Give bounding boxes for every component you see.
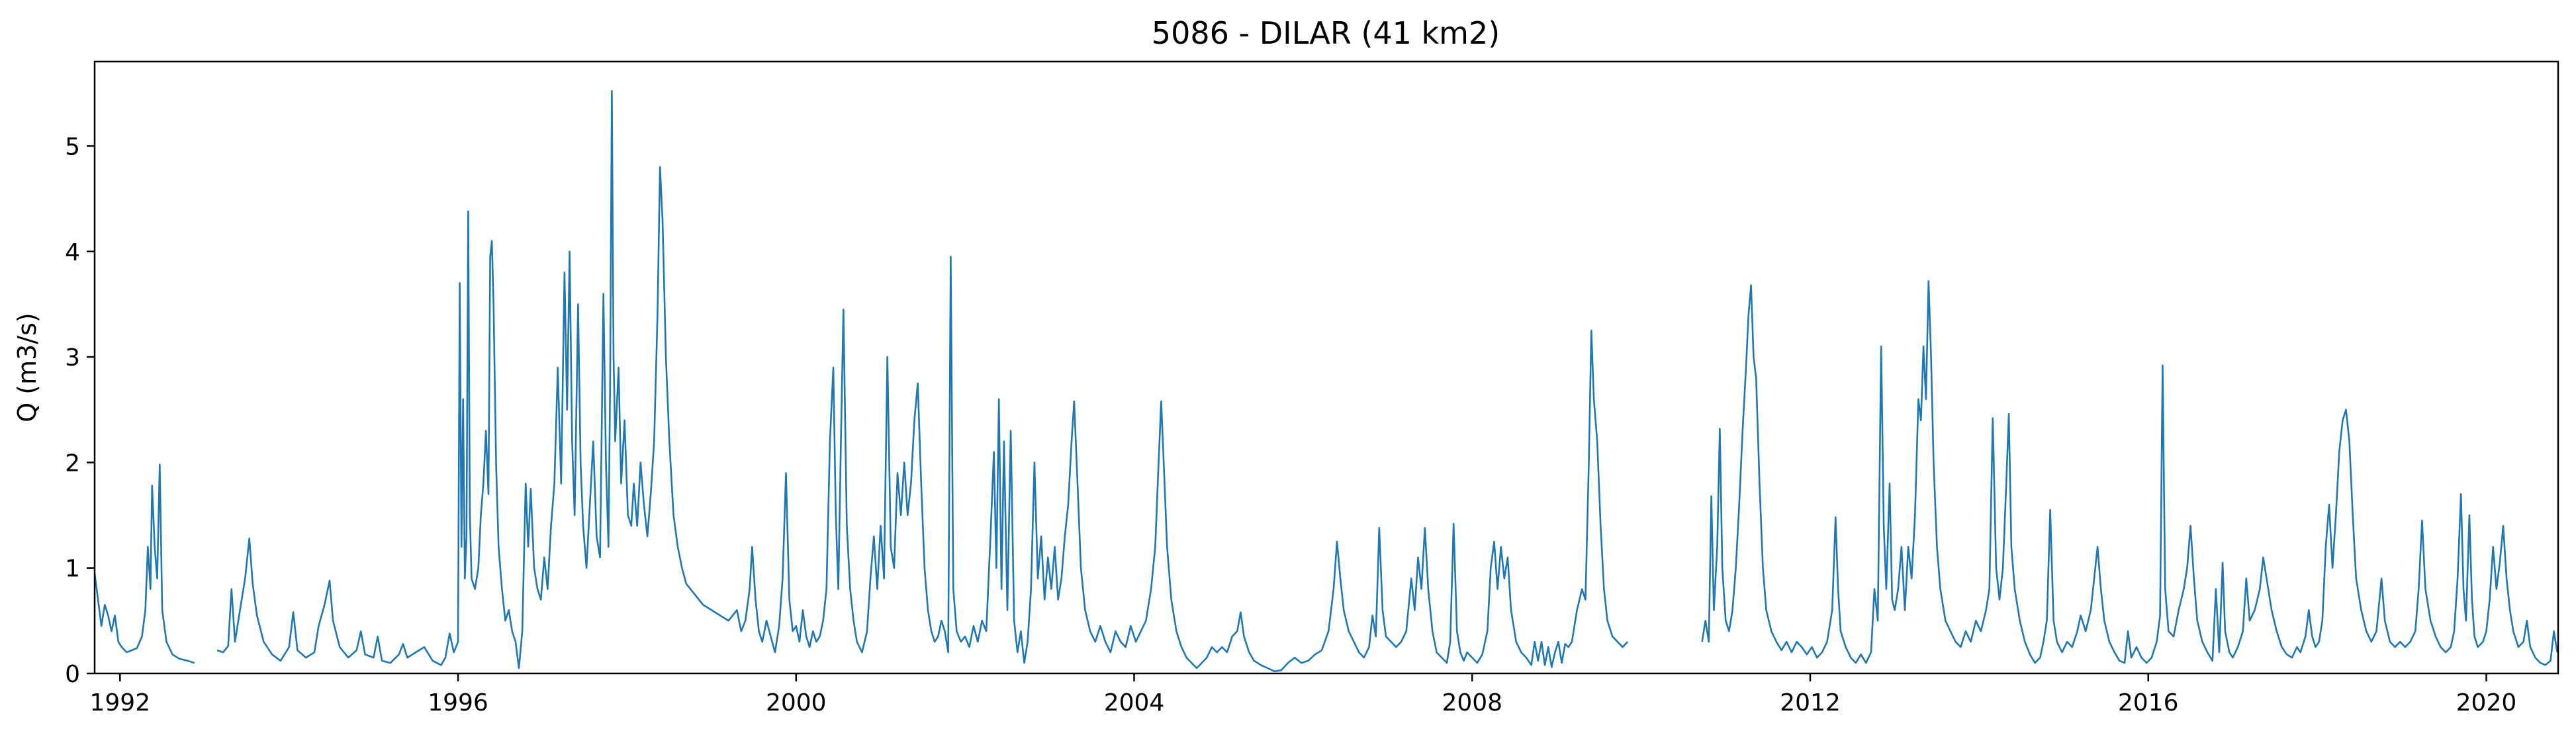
series-layer <box>95 90 2558 673</box>
y-tick-label: 2 <box>65 450 80 477</box>
x-tick-label: 2020 <box>2456 689 2517 716</box>
plot-area <box>95 90 2558 673</box>
y-tick-label: 4 <box>65 239 80 266</box>
discharge-line-segment <box>1701 280 2558 666</box>
y-tick-label: 5 <box>65 133 80 160</box>
x-tick-label: 2004 <box>1104 689 1165 716</box>
x-tick-label: 1996 <box>428 689 488 716</box>
x-axis: 1992 1996 2000 2004 2008 2012 2016 2020 <box>89 673 2516 716</box>
x-tick-label: 2000 <box>766 689 827 716</box>
plot-frame <box>93 60 2559 675</box>
y-tick-label: 1 <box>65 556 80 583</box>
y-tick-label: 3 <box>65 344 80 371</box>
x-tick-label: 1992 <box>89 689 150 716</box>
y-axis: 0 1 2 3 4 5 <box>65 133 95 688</box>
discharge-line-segment <box>216 90 1629 673</box>
x-tick-label: 2008 <box>1442 689 1502 716</box>
x-tick-label: 2012 <box>1780 689 1841 716</box>
x-tick-label: 2016 <box>2118 689 2179 716</box>
y-tick-label: 0 <box>65 661 80 688</box>
y-axis-label: Q (m3/s) <box>13 313 42 422</box>
discharge-line-segment <box>95 464 195 664</box>
chart-title: 5086 - DILAR (41 km2) <box>1152 15 1500 51</box>
